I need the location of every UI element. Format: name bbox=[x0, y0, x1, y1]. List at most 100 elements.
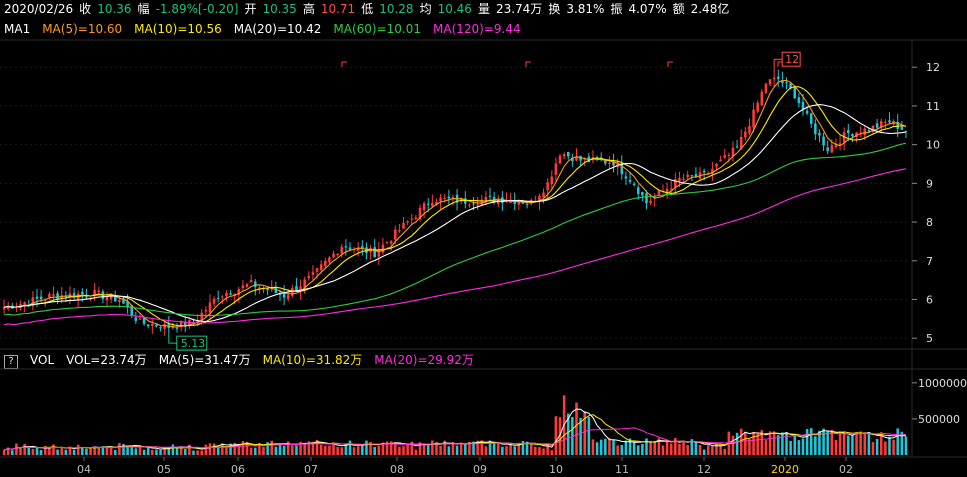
volume-bar bbox=[299, 441, 302, 455]
ma10-line bbox=[3, 86, 906, 327]
candle-body bbox=[414, 217, 418, 220]
vol-indicator-name[interactable]: VOL bbox=[30, 353, 55, 367]
volume-bar bbox=[496, 443, 500, 455]
volume-bar bbox=[476, 440, 479, 455]
volume-bar bbox=[253, 447, 257, 455]
candle-body bbox=[772, 77, 776, 80]
volume-bar bbox=[731, 435, 735, 455]
volume-bar bbox=[842, 433, 846, 455]
candle-body bbox=[85, 296, 88, 298]
volume-bar bbox=[60, 448, 63, 455]
volume-bar bbox=[109, 447, 113, 455]
candle-body bbox=[842, 132, 846, 143]
volume-bar bbox=[27, 447, 31, 455]
volume-legend: ? VOL VOL=23.74万 MA(5)=31.47万 MA(10)=31.82万 M… bbox=[4, 351, 486, 369]
volume-bar bbox=[809, 428, 813, 455]
volume-bar bbox=[571, 416, 574, 455]
change-value: -1.89%[-0.20] bbox=[155, 2, 239, 16]
candle-body bbox=[418, 207, 422, 220]
volume-bar bbox=[97, 446, 101, 455]
candle-body bbox=[315, 268, 319, 272]
volume-bar bbox=[385, 441, 389, 455]
volume-bar bbox=[851, 435, 854, 455]
candle-body bbox=[686, 174, 689, 178]
volume-bar bbox=[859, 431, 862, 455]
volume-bar bbox=[748, 438, 751, 455]
ma-indicator-name[interactable]: MA1 bbox=[4, 22, 31, 36]
volume-bar bbox=[48, 448, 51, 455]
candle-body bbox=[822, 136, 825, 146]
turnover-value: 3.81% bbox=[566, 2, 605, 16]
volume-bar bbox=[171, 444, 175, 455]
candle-body bbox=[756, 102, 759, 112]
volume-bar bbox=[871, 442, 875, 455]
vol-ma10-legend: MA(10)=31.82万 bbox=[262, 353, 363, 367]
candle-body bbox=[641, 192, 644, 196]
volume-bar bbox=[735, 432, 739, 455]
volume-bar bbox=[772, 431, 776, 455]
candlesticks bbox=[2, 67, 908, 336]
volume-bar bbox=[233, 442, 236, 455]
volume-label: 量 bbox=[477, 2, 490, 16]
candle-body bbox=[472, 203, 475, 205]
quote-header: 2020/02/26 收 10.36 幅 -1.89%[-0.20] 开 10.35 高 10.… bbox=[4, 0, 735, 18]
volume-bar bbox=[764, 440, 768, 455]
volume-bar bbox=[422, 444, 426, 455]
time-tick-label: 04 bbox=[77, 463, 91, 476]
high-annotation-label: 12 bbox=[785, 53, 799, 66]
candle-body bbox=[23, 302, 26, 307]
volume-bar bbox=[715, 443, 718, 455]
candle-body bbox=[830, 145, 834, 153]
candle-body bbox=[439, 197, 442, 202]
candle-body bbox=[768, 79, 772, 85]
candle-body bbox=[682, 178, 685, 180]
volume-bar bbox=[641, 443, 644, 455]
volume-bar bbox=[632, 441, 636, 455]
volume-bar bbox=[414, 449, 418, 455]
candle-body bbox=[566, 151, 570, 157]
candle-body bbox=[797, 97, 801, 104]
candle-body bbox=[871, 125, 875, 132]
candle-body bbox=[657, 190, 661, 195]
candle-body bbox=[97, 290, 101, 293]
volume-bar bbox=[192, 450, 195, 455]
candle-body bbox=[711, 168, 714, 174]
volume-bar bbox=[138, 445, 142, 455]
time-axis: 04 05 06 07 08 09 10 11 12 2020 02 bbox=[77, 457, 853, 476]
candle-body bbox=[674, 178, 677, 188]
volume-bar bbox=[11, 450, 14, 455]
volume-bar bbox=[188, 444, 191, 455]
price-grid bbox=[0, 66, 910, 339]
volume-bar bbox=[389, 441, 393, 455]
candle-body bbox=[278, 293, 282, 295]
volume-bar bbox=[394, 442, 397, 455]
volume-bar bbox=[151, 449, 154, 455]
volume-bar bbox=[620, 445, 624, 455]
volume-bar bbox=[19, 447, 22, 455]
candle-body bbox=[731, 147, 735, 157]
candle-body bbox=[706, 172, 710, 174]
volume-bar bbox=[212, 443, 216, 455]
volume-bar bbox=[661, 445, 665, 455]
candle-body bbox=[39, 296, 43, 300]
volume-bar bbox=[554, 416, 558, 455]
period-marker bbox=[341, 61, 347, 67]
volume-bar bbox=[398, 446, 401, 455]
volume-bar bbox=[583, 411, 586, 455]
candle-body bbox=[241, 285, 245, 289]
volume-bar bbox=[2, 449, 6, 455]
volume-bar bbox=[167, 447, 171, 455]
volume-bar bbox=[814, 436, 817, 455]
volume-bar bbox=[56, 449, 59, 455]
volume-bar bbox=[484, 446, 488, 455]
close-value: 10.36 bbox=[97, 2, 132, 16]
volume-axis: 1000000 500000 bbox=[912, 377, 967, 426]
volume-bar bbox=[575, 402, 578, 455]
volume-bar bbox=[797, 440, 801, 455]
candle-body bbox=[122, 298, 125, 304]
volume-bar bbox=[237, 445, 241, 455]
ma5-legend: MA(5)=10.60 bbox=[42, 22, 123, 36]
price-tick-label: 5 bbox=[926, 332, 933, 345]
volume-bar bbox=[122, 443, 125, 455]
